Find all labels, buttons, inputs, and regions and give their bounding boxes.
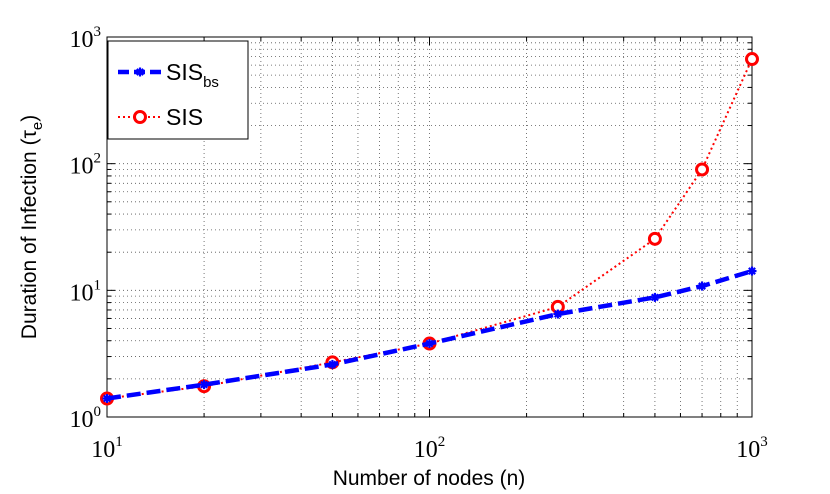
y-tick-label: 101: [70, 277, 102, 306]
data-point-sisbs-stroke: [200, 380, 209, 389]
legend-label-sisbs: SISbs: [166, 59, 219, 91]
y-tick-label-exp: 0: [94, 404, 102, 420]
y-tick-label-base: 10: [70, 27, 94, 53]
x-tick-label: 103: [736, 434, 768, 463]
data-point-sis: [745, 52, 759, 67]
data-point-sisbs-stroke: [103, 394, 111, 403]
legend-label-sisbs-sub: bs: [203, 74, 219, 91]
data-point-sisbs: [199, 380, 209, 390]
legend-marker-asterisk: [135, 67, 145, 77]
x-tick-label-base: 10: [91, 437, 115, 463]
data-point-sisbs: [650, 292, 660, 302]
grid: [107, 37, 752, 417]
data-point-sisbs-stroke: [650, 293, 659, 302]
y-tick-label-base: 10: [70, 154, 94, 180]
data-point-sisbs-stroke: [553, 310, 562, 318]
series-layer: [100, 52, 759, 406]
x-tick-label-base: 10: [736, 437, 760, 463]
y-axis-label-close: ): [18, 115, 41, 122]
series-line-0: [106, 268, 753, 401]
data-point-sisbs: [102, 393, 112, 403]
x-tick-label-exp: 2: [438, 434, 446, 450]
legend-box: [107, 40, 249, 140]
y-axis-label: Duration of Infection (τe): [18, 115, 46, 339]
series-0: [102, 266, 757, 403]
data-point-sis: [695, 162, 710, 177]
x-tick-label-exp: 3: [760, 434, 768, 450]
y-axis-label-sub: e: [29, 122, 46, 130]
legend-label-sis: SIS: [166, 104, 203, 130]
data-point-sisbs-stroke: [748, 267, 756, 275]
x-axis-label: Number of nodes (n): [333, 467, 526, 490]
data-point-sisbs-stroke: [425, 339, 434, 348]
x-tick-label-base: 10: [414, 437, 438, 463]
y-tick-label-exp: 3: [94, 24, 102, 40]
y-tick-label: 100: [70, 404, 102, 433]
y-tick-label-exp: 1: [94, 277, 102, 293]
data-point-sisbs-stroke: [328, 360, 337, 369]
data-point-sis: [647, 231, 662, 246]
legend-marker-sis: [133, 110, 147, 124]
data-point-sisbs: [747, 266, 757, 276]
legend-marker-circle: [133, 110, 147, 124]
legend-marker-asterisk-stroke: [136, 68, 144, 76]
y-tick-label-base: 10: [70, 407, 94, 433]
axis-ticks: [106, 37, 752, 418]
x-tick-label: 102: [414, 434, 446, 463]
y-tick-label: 102: [70, 151, 102, 180]
y-tick-label-exp: 2: [94, 151, 102, 167]
y-tick-label: 103: [70, 24, 102, 53]
legend: SISbs SIS: [107, 40, 249, 140]
y-tick-label-base: 10: [70, 280, 94, 306]
data-point-sisbs: [425, 339, 434, 349]
data-point-sisbs: [327, 359, 337, 369]
data-point-sisbs: [697, 281, 707, 291]
data-point-sisbs: [553, 309, 563, 319]
legend-label-sisbs-main: SIS: [166, 59, 203, 85]
x-tick-label: 101: [91, 434, 123, 463]
y-axis-label-main: Duration of Infection (τ: [18, 129, 41, 339]
data-point-sisbs-stroke: [698, 282, 706, 291]
legend-marker-sisbs: [135, 67, 145, 77]
x-tick-label-exp: 1: [115, 434, 123, 450]
